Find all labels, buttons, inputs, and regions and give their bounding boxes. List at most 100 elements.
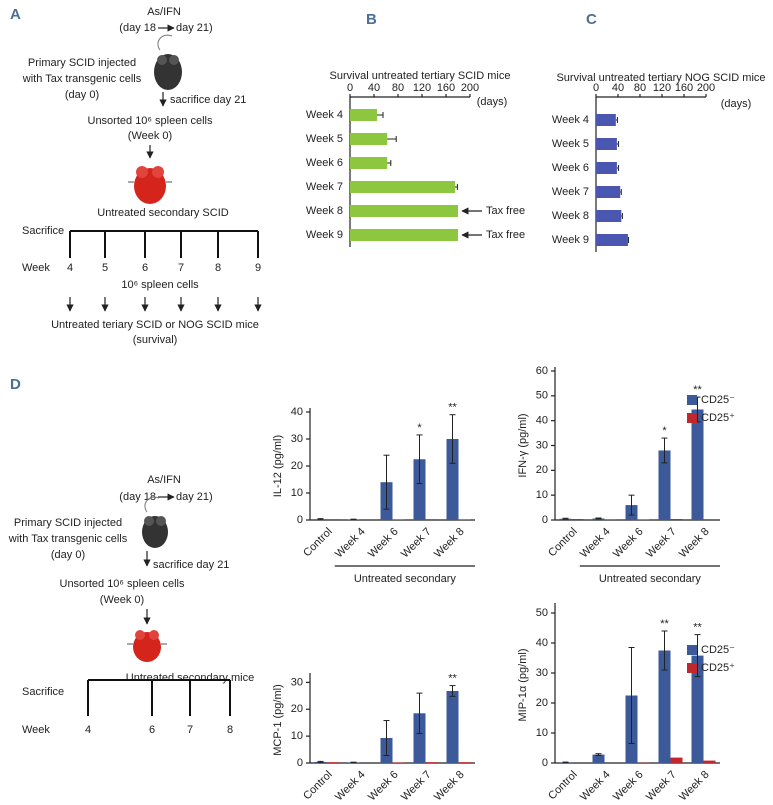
x-tick-label: Week 6 <box>611 769 646 804</box>
significance: ** <box>448 402 457 414</box>
x-tick-label: Week 4 <box>333 526 368 561</box>
y-tick-label: Week 9 <box>552 234 589 246</box>
x-tick-label: 120 <box>413 82 431 94</box>
legend-label: CD25⁻ <box>701 644 735 656</box>
bar <box>458 762 471 763</box>
week-label: 8 <box>227 724 233 736</box>
week-label: 4 <box>67 262 73 274</box>
panel-label: D <box>10 376 21 393</box>
significance: ** <box>448 673 457 685</box>
x-tick-label: 80 <box>392 82 404 94</box>
significance: * <box>662 425 667 437</box>
label: Untreated teriary SCID or NOG SCID mice <box>51 319 259 331</box>
x-tick-label: Week 4 <box>578 526 613 561</box>
bar <box>425 762 438 763</box>
mouse-icon <box>128 166 172 204</box>
legend-swatch <box>687 645 697 655</box>
significance: ** <box>660 618 669 630</box>
label: Unsorted 10⁶ spleen cells <box>60 578 185 590</box>
bar <box>392 762 405 763</box>
axis-label: (days) <box>477 96 508 108</box>
label: As/IFN <box>147 474 181 486</box>
y-tick-label: 0 <box>542 757 548 769</box>
bar <box>596 186 621 198</box>
x-tick-label: Week 6 <box>611 526 646 561</box>
x-tick-label: Week 7 <box>399 526 434 561</box>
axis-label: (days) <box>721 98 752 110</box>
mouse-icon <box>154 34 182 90</box>
label: Sacrifice <box>22 686 64 698</box>
bar <box>458 519 471 520</box>
label: (survival) <box>133 334 178 346</box>
significance: ** <box>693 622 702 634</box>
label: Primary SCID injected <box>28 57 136 69</box>
bar <box>413 459 426 520</box>
label: Unsorted 10⁶ spleen cells <box>88 115 213 127</box>
y-tick-label: Week 9 <box>306 229 343 241</box>
y-tick-label: 20 <box>536 464 548 476</box>
x-tick-label: Control <box>301 526 335 560</box>
week-label: 8 <box>215 262 221 274</box>
y-tick-label: 40 <box>536 637 548 649</box>
x-tick-label: 0 <box>347 82 353 94</box>
x-tick-label: 40 <box>612 82 624 94</box>
y-tick-label: 50 <box>536 607 548 619</box>
y-tick-label: 40 <box>291 406 303 418</box>
week-label: 6 <box>149 724 155 736</box>
bar <box>670 757 683 763</box>
x-tick-label: Week 6 <box>366 526 401 561</box>
y-tick-label: 20 <box>536 697 548 709</box>
diagram-d: As/IFN (day 18 day 21) Primary SCID inje… <box>8 474 254 736</box>
bar <box>596 234 628 246</box>
bar <box>326 519 339 520</box>
y-tick-label: 0 <box>542 514 548 526</box>
bar <box>350 133 388 145</box>
y-tick-label: Week 4 <box>306 109 343 121</box>
bar <box>413 713 426 763</box>
x-tick-label: Control <box>546 769 580 803</box>
axis-label: MIP-1α (pg/ml) <box>517 649 529 722</box>
x-tick-label: Control <box>546 526 580 560</box>
bar <box>592 754 605 763</box>
x-tick-label: 200 <box>461 82 479 94</box>
bar <box>350 157 388 169</box>
bar <box>350 109 377 121</box>
chart-title: Survival untreated tertiary NOG SCID mic… <box>556 72 765 84</box>
label: (day 0) <box>65 89 99 101</box>
x-tick-label: Week 4 <box>333 769 368 804</box>
bar <box>446 439 459 520</box>
x-tick-label: Week 8 <box>677 526 712 561</box>
legend-swatch <box>687 395 697 405</box>
y-tick-label: 30 <box>536 439 548 451</box>
label: Week <box>22 724 50 736</box>
label: with Tax transgenic cells <box>22 73 142 85</box>
axis-label: IL-12 (pg/ml) <box>272 435 284 497</box>
y-tick-label: 20 <box>291 460 303 472</box>
x-tick-label: Control <box>301 769 335 803</box>
significance: ** <box>693 384 702 396</box>
label: (day 0) <box>51 549 85 561</box>
group-label: Untreated secondary <box>599 573 702 585</box>
label: with Tax transgenic cells <box>8 533 128 545</box>
bar <box>691 655 704 763</box>
label: sacrifice day 21 <box>153 559 229 571</box>
y-tick-label: 20 <box>291 703 303 715</box>
y-tick-label: 10 <box>291 487 303 499</box>
x-tick-label: 0 <box>593 82 599 94</box>
bar <box>670 519 683 520</box>
legend-label: CD25⁺ <box>701 412 735 424</box>
axis-label: MCP-1 (pg/ml) <box>272 684 284 756</box>
bar <box>446 690 459 763</box>
y-tick-label: 0 <box>297 514 303 526</box>
label: (day 18 <box>119 22 156 34</box>
annotation: Tax free <box>486 205 525 217</box>
label: day 21) <box>176 22 213 34</box>
bar <box>703 760 716 763</box>
y-tick-label: 30 <box>536 667 548 679</box>
legend-label: CD25⁺ <box>701 662 735 674</box>
week-label: 7 <box>187 724 193 736</box>
label: sacrifice day 21 <box>170 94 246 106</box>
x-tick-label: Week 6 <box>366 769 401 804</box>
bar <box>350 229 458 241</box>
